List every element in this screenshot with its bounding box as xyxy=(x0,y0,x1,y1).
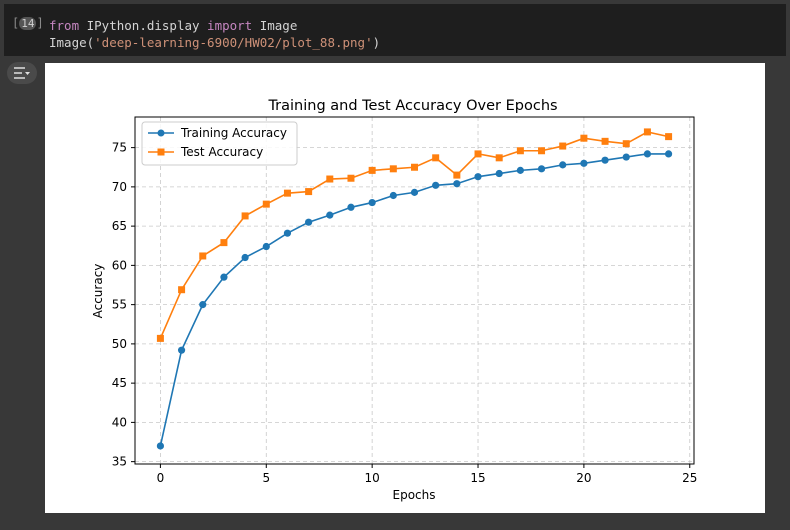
legend-label-test: Test Accuracy xyxy=(180,145,263,159)
data-point-test xyxy=(262,200,270,208)
data-point-test xyxy=(643,128,651,136)
legend-box xyxy=(141,121,298,166)
legend: Training Accuracy Test Accuracy xyxy=(141,121,298,166)
data-point-training xyxy=(537,165,546,173)
data-point-test xyxy=(389,165,397,173)
execution-count: [14] xyxy=(12,16,44,30)
x-tick-label: 10 xyxy=(365,471,380,485)
y-tick-label: 40 xyxy=(112,415,127,429)
data-point-training xyxy=(241,253,249,262)
y-tick-label: 75 xyxy=(112,141,127,155)
data-point-training xyxy=(347,203,355,211)
legend-marker-test xyxy=(157,148,165,156)
y-tick-label: 55 xyxy=(112,298,127,312)
chart-series xyxy=(156,128,673,450)
x-tick-label: 0 xyxy=(157,471,165,485)
y-tick-label: 70 xyxy=(112,180,127,194)
legend-marker-training xyxy=(157,129,165,137)
data-point-test xyxy=(495,154,503,162)
x-tick-label: 25 xyxy=(682,471,697,485)
data-point-test xyxy=(368,166,376,174)
data-point-training xyxy=(453,180,461,188)
data-point-test xyxy=(283,189,291,197)
series-line-training xyxy=(159,153,669,447)
y-tick-label: 65 xyxy=(112,219,127,233)
x-tick-label: 20 xyxy=(576,471,591,485)
output-collapse-button[interactable] xyxy=(7,62,37,84)
plot-frame xyxy=(134,116,695,465)
data-point-training xyxy=(432,181,440,189)
data-point-training xyxy=(622,153,630,161)
legend-label-training: Training Accuracy xyxy=(180,126,287,140)
data-point-test xyxy=(580,134,588,142)
data-point-training xyxy=(474,173,482,181)
y-tick-label: 35 xyxy=(112,455,127,469)
data-point-training xyxy=(199,301,207,309)
data-point-test xyxy=(601,137,609,145)
data-point-test xyxy=(199,252,207,260)
axis-ticks: 0 5 10 15 20 25 35 40 45 50 55 60 65 70 75 xyxy=(112,141,698,485)
data-point-training xyxy=(156,442,165,450)
data-point-training xyxy=(664,150,673,158)
code-cell[interactable]: [14] from IPython.display import Image I… xyxy=(0,0,790,56)
data-point-training xyxy=(177,346,186,354)
cell-editor[interactable]: [14] from IPython.display import Image I… xyxy=(4,4,786,56)
data-point-test xyxy=(220,239,228,247)
data-point-test xyxy=(305,188,313,196)
data-point-test xyxy=(411,163,418,171)
data-point-training xyxy=(643,150,652,158)
x-tick-label: 15 xyxy=(470,471,485,485)
data-point-training xyxy=(516,166,524,174)
data-point-training xyxy=(580,159,588,167)
data-point-test xyxy=(622,140,630,148)
data-point-test xyxy=(516,147,524,155)
data-point-test xyxy=(453,171,461,179)
code-line-2: Image('deep-learning-6900/HW02/plot_88.p… xyxy=(49,35,381,50)
accuracy-chart: 0 5 10 15 20 25 35 40 45 50 55 60 65 70 75 Training an… xyxy=(91,98,698,502)
data-point-training xyxy=(410,188,419,196)
x-axis-label: Epochs xyxy=(393,488,436,502)
y-tick-label: 50 xyxy=(112,337,127,351)
output-collapse-icon xyxy=(14,67,30,79)
y-axis-label: Accuracy xyxy=(91,264,105,319)
data-point-training xyxy=(559,161,567,169)
data-point-training xyxy=(368,198,376,207)
data-point-training xyxy=(326,211,334,219)
y-tick-label: 45 xyxy=(112,376,127,390)
data-point-training xyxy=(495,169,503,178)
data-point-test xyxy=(347,174,355,182)
data-point-training xyxy=(262,242,270,251)
data-point-test xyxy=(432,154,440,162)
data-point-test xyxy=(326,175,334,183)
code-line-1: from IPython.display import Image xyxy=(49,18,298,33)
data-point-training xyxy=(283,229,292,237)
data-point-training xyxy=(305,218,313,226)
data-point-training xyxy=(601,156,609,164)
data-point-test xyxy=(538,147,546,155)
data-point-test xyxy=(156,334,164,342)
x-tick-label: 5 xyxy=(262,471,270,485)
cell-output-image: 0 5 10 15 20 25 35 40 45 50 55 60 65 70 75 Training an… xyxy=(45,63,765,513)
data-point-test xyxy=(559,142,567,150)
y-tick-label: 60 xyxy=(112,258,127,272)
data-point-training xyxy=(389,191,397,200)
data-point-test xyxy=(178,286,186,294)
data-point-test xyxy=(665,133,673,141)
chart-title: Training and Test Accuracy Over Epochs xyxy=(267,98,557,114)
data-point-test xyxy=(474,150,482,158)
data-point-test xyxy=(241,212,249,220)
data-point-training xyxy=(220,273,228,281)
